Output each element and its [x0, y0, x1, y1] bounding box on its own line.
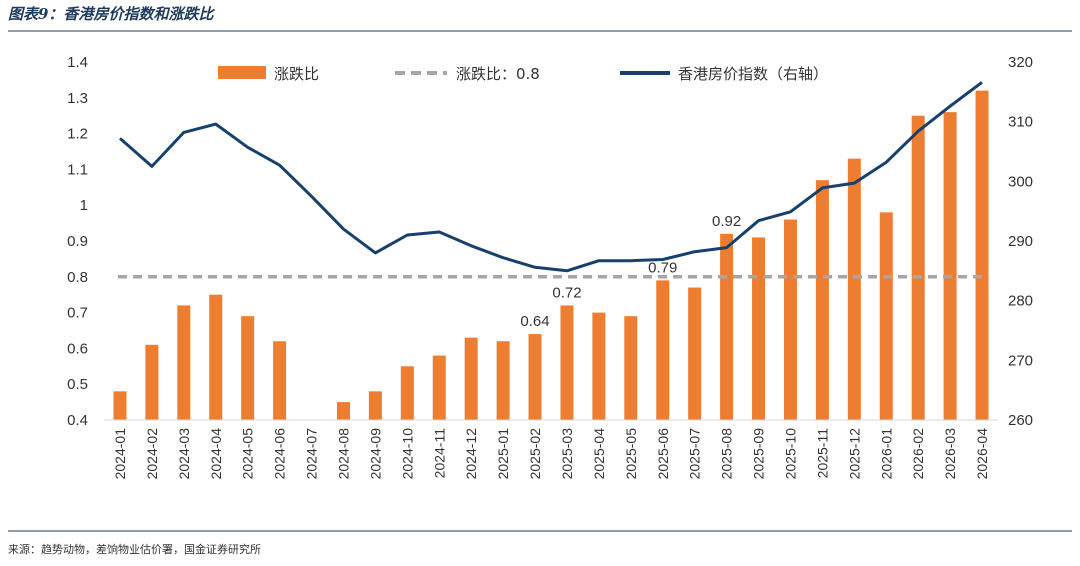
data-label-2025-02: 0.64: [520, 313, 549, 330]
legend-bar-swatch: [218, 66, 266, 79]
x-tick-2024-01: 2024-01: [112, 428, 128, 480]
right-tick-label: 260: [1008, 412, 1033, 429]
left-tick-label: 0.5: [67, 376, 88, 393]
x-tick-2025-04: 2025-04: [591, 428, 607, 480]
bar-2024-03: [177, 305, 191, 420]
x-tick-2024-03: 2024-03: [176, 428, 192, 480]
right-axis-ticks: 260 270 280 290 300 310 320: [1008, 54, 1033, 429]
x-tick-2025-09: 2025-09: [751, 428, 767, 480]
data-label-2025-03: 0.72: [552, 284, 581, 301]
left-tick-label: 0.6: [67, 340, 88, 357]
left-tick-label: 1.4: [67, 54, 88, 71]
bar-2026-04: [975, 90, 989, 420]
bar-2024-11: [432, 355, 446, 420]
left-axis-ticks: 0.4 0.5 0.6 0.7 0.8 0.9 1 1.1 1.2 1.3 1.4: [67, 54, 88, 429]
x-tick-2025-03: 2025-03: [559, 428, 575, 480]
x-tick-2025-10: 2025-10: [782, 428, 798, 480]
left-tick-label: 0.4: [67, 412, 88, 429]
x-tick-2024-09: 2024-09: [367, 428, 383, 480]
x-tick-2025-05: 2025-05: [623, 428, 639, 480]
bar-2026-03: [943, 112, 957, 421]
bar-series: [113, 90, 989, 421]
data-labels: 0.640.72 0.79 0.92: [520, 213, 741, 330]
x-tick-2024-07: 2024-07: [304, 428, 320, 480]
x-tick-2025-11: 2025-11: [814, 428, 830, 479]
bar-2025-09: [752, 237, 766, 420]
bar-2026-01: [879, 212, 893, 420]
x-tick-2024-06: 2024-06: [272, 428, 288, 480]
bar-2025-01: [496, 341, 510, 420]
x-tick-2025-06: 2025-06: [655, 428, 671, 480]
bar-2025-05: [624, 316, 638, 420]
x-tick-2024-02: 2024-02: [144, 428, 160, 480]
x-tick-2024-05: 2024-05: [240, 428, 256, 480]
x-tick-2026-04: 2026-04: [974, 428, 990, 480]
data-label-2025-06: 0.79: [648, 259, 677, 276]
x-tick-2025-01: 2025-01: [495, 428, 511, 480]
bar-2024-08: [336, 402, 350, 420]
left-tick-label: 1.3: [67, 90, 88, 107]
x-tick-2024-10: 2024-10: [399, 428, 415, 480]
bar-2024-01: [113, 391, 127, 420]
figure-title: 图表9：香港房价指数和涨跌比: [8, 5, 215, 23]
legend-bar-label: 涨跌比: [274, 65, 319, 83]
right-tick-label: 290: [1008, 233, 1033, 250]
left-tick-label: 0.8: [67, 269, 88, 286]
right-tick-label: 280: [1008, 293, 1033, 310]
bar-2025-12: [847, 158, 861, 420]
x-tick-2024-12: 2024-12: [463, 428, 479, 480]
bar-2024-04: [209, 294, 223, 420]
bar-2024-09: [368, 391, 382, 420]
bar-2025-08: [720, 233, 734, 420]
bar-2025-06: [656, 280, 670, 420]
x-tick-2026-03: 2026-03: [942, 428, 958, 480]
right-tick-label: 300: [1008, 173, 1033, 190]
bar-2024-10: [400, 366, 414, 420]
index-line: [119, 81, 983, 273]
bar-2025-04: [592, 312, 606, 420]
legend: 涨跌比 涨跌比：0.8 香港房价指数（右轴）: [218, 65, 828, 83]
bar-2025-10: [783, 219, 797, 420]
right-tick-label: 320: [1008, 54, 1033, 71]
right-tick-label: 270: [1008, 352, 1033, 369]
right-tick-label: 310: [1008, 114, 1033, 131]
left-tick-label: 0.9: [67, 233, 88, 250]
legend-line-label: 香港房价指数（右轴）: [678, 65, 828, 83]
bar-2024-06: [273, 341, 287, 420]
legend-reference-label: 涨跌比：0.8: [456, 65, 540, 83]
x-tick-2024-08: 2024-08: [335, 428, 351, 480]
bar-2024-12: [464, 337, 478, 420]
x-tick-2025-08: 2025-08: [719, 428, 735, 480]
x-tick-2026-01: 2026-01: [878, 428, 894, 480]
x-tick-2024-04: 2024-04: [208, 428, 224, 480]
bar-2025-03: [560, 305, 574, 420]
x-tick-2025-12: 2025-12: [846, 428, 862, 480]
left-tick-label: 1: [80, 197, 88, 214]
left-tick-label: 1.2: [67, 126, 88, 143]
left-tick-label: 1.1: [67, 161, 88, 178]
x-tick-2025-07: 2025-07: [687, 428, 703, 480]
source-note: 来源：趋势动物，差饷物业估价署，国金证券研究所: [8, 542, 261, 556]
bar-2025-11: [815, 180, 829, 420]
x-tick-2026-02: 2026-02: [910, 428, 926, 480]
x-axis-ticks: 2024-01 2024-02 2024-03 2024-04 2024-05 2024-…: [112, 428, 990, 480]
x-tick-2024-11: 2024-11: [431, 428, 447, 479]
bar-2024-02: [145, 344, 159, 420]
x-tick-2025-02: 2025-02: [527, 428, 543, 480]
bar-2025-02: [528, 334, 542, 420]
bar-2026-02: [911, 115, 925, 420]
data-label-2025-08: 0.92: [712, 213, 741, 230]
left-tick-label: 0.7: [67, 305, 88, 322]
bar-2025-07: [688, 287, 702, 420]
bar-2024-05: [241, 316, 255, 420]
